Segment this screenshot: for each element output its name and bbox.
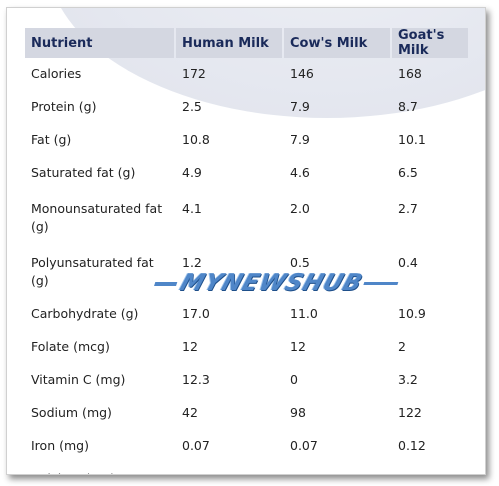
- table-row: Polyunsaturated fat (g) 1.2 0.5 0.4: [25, 246, 468, 298]
- value-cell: 2.7: [398, 201, 418, 216]
- value-cell: 2: [398, 339, 406, 354]
- watermark-swoosh-icon: [154, 281, 178, 286]
- value-cell: 11.0: [290, 306, 318, 321]
- watermark-text: MYNEWSHUB: [176, 270, 367, 296]
- table-row: Sodium (mg) 42 98 122: [25, 399, 468, 430]
- table-row: Iron (mg) 0.07 0.07 0.12: [25, 432, 468, 463]
- value-cell: 172: [182, 66, 206, 81]
- nutrient-cell: Monounsaturated fat (g): [31, 201, 163, 234]
- value-cell: 8.7: [398, 99, 418, 114]
- header-nutrient: Nutrient: [25, 28, 174, 58]
- value-cell: 7.9: [290, 132, 310, 147]
- value-cell: 2.5: [182, 99, 202, 114]
- value-cell: 7.9: [290, 99, 310, 114]
- value-cell: 98: [290, 405, 306, 420]
- value-cell: 1.2: [182, 255, 202, 270]
- nutrient-cell: Calcium (mg): [25, 465, 174, 474]
- value-cell: 3.2: [398, 372, 418, 387]
- nutrient-cell: Vitamin C (mg): [31, 372, 126, 387]
- table-row: Protein (g) 2.5 7.9 8.7: [25, 93, 468, 124]
- watermark-logo: MYNEWSHUB: [151, 270, 402, 296]
- nutrient-cell: Protein (g): [31, 99, 97, 114]
- value-cell: 2.0: [290, 201, 310, 216]
- value-cell: 12: [182, 339, 198, 354]
- image-frame: Nutrient Human Milk Cow's Milk Goat's Mi…: [6, 7, 486, 475]
- value-cell: 0.07: [290, 438, 318, 453]
- nutrient-cell: Polyunsaturated fat (g): [31, 255, 154, 288]
- value-cell: 6.5: [398, 165, 418, 180]
- header-human-milk: Human Milk: [176, 28, 282, 58]
- table-row: Monounsaturated fat (g) 4.1 2.0 2.7: [25, 192, 468, 244]
- value-cell: 276: [284, 465, 390, 474]
- nutrient-cell: Folate (mcg): [31, 339, 110, 354]
- value-cell: 42: [182, 405, 198, 420]
- value-cell: 327: [392, 465, 468, 474]
- value-cell: 10.1: [398, 132, 426, 147]
- value-cell: 168: [398, 66, 422, 81]
- value-cell: 0.5: [290, 255, 310, 270]
- watermark-arrow-icon: [363, 282, 399, 285]
- nutrient-table: Nutrient Human Milk Cow's Milk Goat's Mi…: [23, 26, 470, 474]
- header-row: Nutrient Human Milk Cow's Milk Goat's Mi…: [25, 28, 468, 58]
- table-row: Carbohydrate (g) 17.0 11.0 10.9: [25, 300, 468, 331]
- value-cell: 79: [176, 465, 282, 474]
- table-row: Vitamin C (mg) 12.3 0 3.2: [25, 366, 468, 397]
- value-cell: 17.0: [182, 306, 210, 321]
- header-goats-milk: Goat's Milk: [392, 28, 468, 58]
- nutrient-cell: Fat (g): [31, 132, 72, 147]
- value-cell: 4.6: [290, 165, 310, 180]
- value-cell: 4.9: [182, 165, 202, 180]
- value-cell: 10.8: [182, 132, 210, 147]
- value-cell: 0.12: [398, 438, 426, 453]
- nutrient-cell: Saturated fat (g): [31, 165, 136, 180]
- table-row: Folate (mcg) 12 12 2: [25, 333, 468, 364]
- table-row: Calcium (mg) 79 276 327: [25, 465, 468, 474]
- value-cell: 0.4: [398, 255, 418, 270]
- value-cell: 10.9: [398, 306, 426, 321]
- table-row: Calories 172 146 168: [25, 60, 468, 91]
- nutrient-cell: Iron (mg): [31, 438, 89, 453]
- value-cell: 122: [398, 405, 422, 420]
- table-row: Saturated fat (g) 4.9 4.6 6.5: [25, 159, 468, 190]
- value-cell: 0: [290, 372, 298, 387]
- value-cell: 0.07: [182, 438, 210, 453]
- value-cell: 12.3: [182, 372, 210, 387]
- nutrient-cell: Sodium (mg): [31, 405, 112, 420]
- value-cell: 146: [290, 66, 314, 81]
- nutrient-cell: Calories: [31, 66, 82, 81]
- value-cell: 12: [290, 339, 306, 354]
- header-cows-milk: Cow's Milk: [284, 28, 390, 58]
- table-row: Fat (g) 10.8 7.9 10.1: [25, 126, 468, 157]
- nutrient-cell: Carbohydrate (g): [31, 306, 139, 321]
- value-cell: 4.1: [182, 201, 202, 216]
